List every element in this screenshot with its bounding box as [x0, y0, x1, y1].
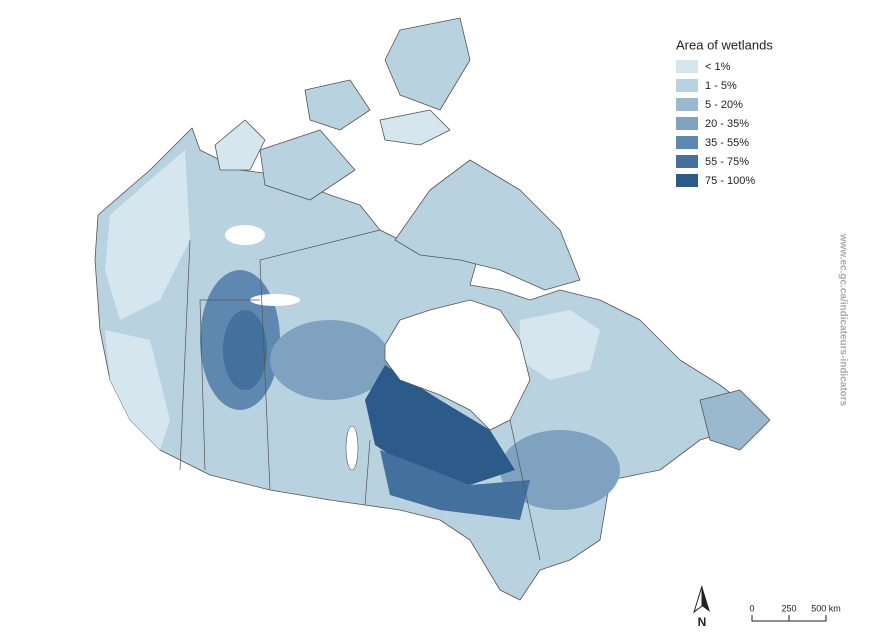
legend-label: 35 - 55% [705, 137, 749, 149]
great-slave-lake [250, 294, 300, 306]
legend-label: 55 - 75% [705, 156, 749, 168]
ellesmere-island [384, 17, 471, 111]
light-west [105, 330, 170, 450]
source-url: www.ec.gc.ca/indicateurs-indicators [837, 233, 848, 407]
wetland-northwest-core [223, 310, 267, 390]
legend-label: 5 - 20% [705, 99, 743, 111]
legend-label: 75 - 100% [705, 175, 755, 187]
wetland-shield [500, 430, 620, 510]
border-qc [509, 419, 541, 561]
north-arrow-right [702, 586, 710, 612]
border-mb [259, 229, 381, 491]
legend-swatch [676, 174, 698, 187]
scale-label: 500 km [811, 603, 841, 613]
north-label: N [698, 615, 707, 629]
victoria-island [259, 129, 356, 201]
legend-swatch [676, 136, 698, 149]
arctic-islands [304, 79, 371, 131]
legend-label: 1 - 5% [705, 80, 737, 92]
wetland-hudson-lowlands [365, 365, 515, 485]
banks-island [214, 119, 266, 171]
light-quebec [520, 310, 600, 380]
legend-swatch [676, 98, 698, 111]
legend-swatch [676, 79, 698, 92]
baffin-island [394, 159, 581, 291]
border-sk [199, 299, 260, 471]
scale-label: 250 [781, 603, 796, 613]
legend-label: 20 - 35% [705, 118, 749, 130]
legend-title: Area of wetlands [676, 37, 773, 52]
north-arrow: N [693, 585, 710, 629]
newfoundland [699, 389, 771, 451]
legend-label: < 1% [705, 61, 731, 73]
devon-island [379, 109, 451, 146]
scale-bar: 0 250 500 km [749, 603, 841, 622]
legend-swatch [676, 155, 698, 168]
north-arrow-left [693, 585, 703, 614]
wetland-ontario [380, 450, 530, 520]
legend-swatch [676, 117, 698, 130]
legend: Area of wetlands < 1% 1 - 5% 5 - 20% 20 - 3… [676, 37, 773, 187]
lake-winnipeg [345, 425, 359, 471]
hudson-bay [384, 299, 531, 431]
border-on [364, 439, 371, 506]
wetland-prairie [270, 320, 390, 400]
scale-label: 0 [749, 603, 754, 613]
canada-map [94, 17, 771, 601]
great-bear-lake [225, 225, 265, 245]
province-borders [179, 239, 191, 471]
legend-swatch [676, 60, 698, 73]
light-north [105, 150, 190, 320]
